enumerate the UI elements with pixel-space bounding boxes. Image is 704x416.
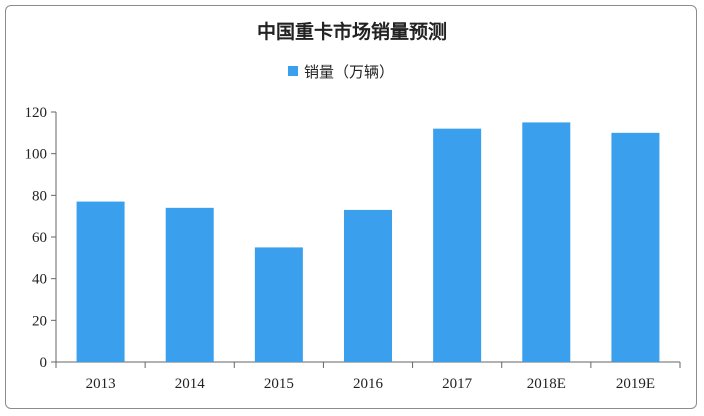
bar-2019E <box>611 132 660 362</box>
bar-2013 <box>76 201 125 362</box>
x-tick-label: 2017 <box>442 376 473 392</box>
y-axis: 0 20 40 60 80 100 120 <box>25 105 56 371</box>
y-tick-label: 60 <box>32 230 47 246</box>
x-tick-label: 2016 <box>353 376 384 392</box>
bars <box>76 122 660 363</box>
bar-2015 <box>254 247 303 362</box>
legend-swatch <box>288 66 298 76</box>
y-tick-label: 120 <box>25 105 48 121</box>
legend-label: 销量（万辆） <box>304 63 394 81</box>
x-tick-label: 2013 <box>86 376 116 392</box>
y-tick-label: 20 <box>32 313 47 329</box>
y-tick-label: 40 <box>32 272 47 288</box>
bar-2016 <box>344 209 392 362</box>
chart-title: 中国重卡市场销量预测 <box>257 20 447 43</box>
bar-2014 <box>165 207 214 362</box>
y-tick-label: 0 <box>40 355 48 371</box>
x-tick-label: 2014 <box>175 376 206 392</box>
y-tick-label: 80 <box>32 188 47 204</box>
bar-2017 <box>433 128 482 362</box>
x-tick-label: 2019E <box>616 376 655 392</box>
x-axis: 2013 2014 2015 2016 2017 2018E 2019E <box>55 362 681 392</box>
bar-2018E <box>522 122 571 363</box>
y-tick-label: 100 <box>25 147 48 163</box>
legend: 销量（万辆） <box>288 63 394 81</box>
x-tick-label: 2018E <box>527 376 566 392</box>
x-tick-label: 2015 <box>264 376 294 392</box>
